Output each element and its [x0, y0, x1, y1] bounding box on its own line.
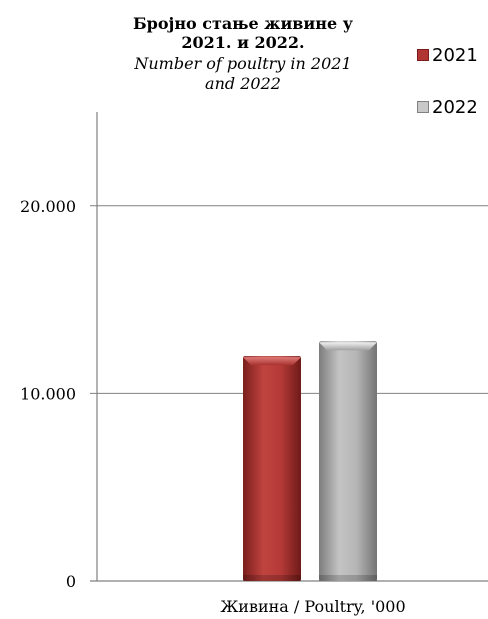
legend-swatch-2021	[417, 49, 429, 61]
bar-bevel-2021	[243, 357, 301, 366]
legend: 2021 2022	[417, 44, 478, 148]
y-tick-label: 20.000	[20, 197, 76, 216]
bar-body-2021	[243, 356, 301, 581]
chart-title-block: Бројно стање живине у 2021. и 2022. Numb…	[128, 14, 358, 94]
legend-swatch-2022	[417, 101, 429, 113]
y-tick-label: 10.000	[20, 384, 76, 403]
chart-title: Бројно стање живине у 2021. и 2022.	[133, 14, 353, 52]
bars	[243, 341, 377, 581]
y-tick-labels: 0 10.000 20.000	[20, 197, 76, 591]
chart-subtitle: Number of poultry in 2021 and 2022	[134, 54, 352, 93]
legend-item-2021: 2021	[417, 44, 478, 66]
legend-label-2021: 2021	[432, 44, 478, 66]
bar-bevel-2022	[319, 342, 377, 351]
bar-body-2022	[319, 341, 377, 581]
bar-base-2021	[243, 575, 301, 581]
legend-label-2022: 2022	[432, 96, 478, 118]
y-tick-label: 0	[66, 572, 76, 591]
bar-base-2022	[319, 575, 377, 581]
bar-2021	[243, 356, 301, 581]
x-category-label: Живина / Poultry, '000	[220, 597, 405, 616]
legend-item-2022: 2022	[417, 96, 478, 118]
bar-2022	[319, 341, 377, 581]
